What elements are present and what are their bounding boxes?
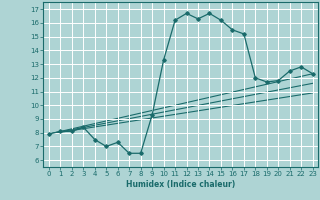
X-axis label: Humidex (Indice chaleur): Humidex (Indice chaleur) [126, 180, 236, 189]
